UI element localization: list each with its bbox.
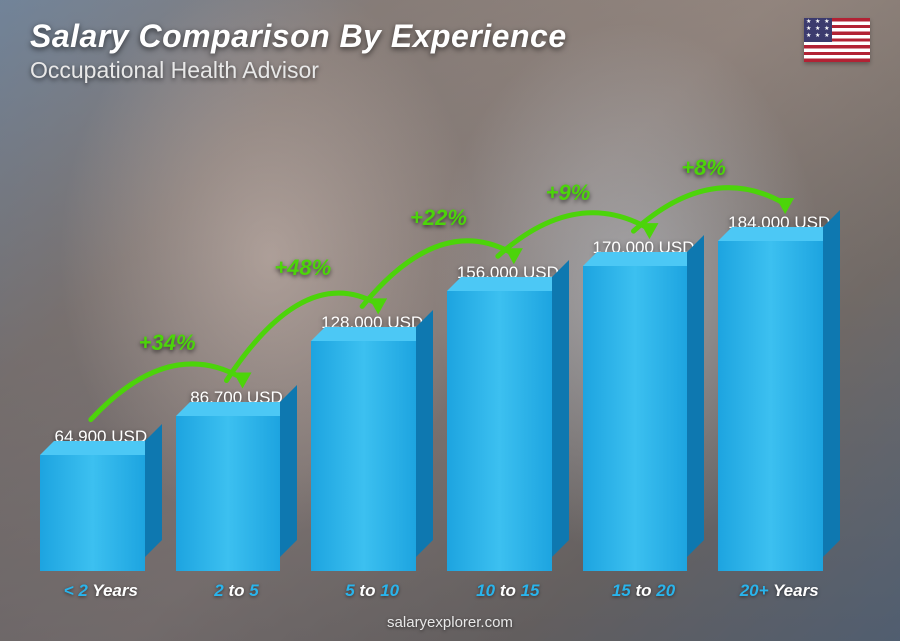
footer-text: salaryexplorer.com bbox=[0, 614, 900, 631]
page-subtitle: Occupational Health Advisor bbox=[30, 57, 870, 84]
category-label: 5 to 10 bbox=[345, 581, 399, 601]
bar-chart: 64,900 USD< 2 Years86,700 USD2 to 5128,0… bbox=[40, 115, 840, 571]
bar-group: 156,000 USD10 to 15 bbox=[447, 263, 569, 571]
country-flag-us bbox=[804, 18, 870, 62]
bar bbox=[176, 416, 298, 571]
bar-group: 170,000 USD15 to 20 bbox=[583, 238, 705, 571]
category-label: 10 to 15 bbox=[476, 581, 539, 601]
header: Salary Comparison By Experience Occupati… bbox=[30, 18, 870, 84]
bar bbox=[718, 241, 840, 571]
bar-group: 86,700 USD2 to 5 bbox=[176, 388, 298, 571]
category-label: 20+ Years bbox=[740, 581, 819, 601]
category-label: 15 to 20 bbox=[612, 581, 675, 601]
category-label: < 2 Years bbox=[64, 581, 138, 601]
bar bbox=[447, 291, 569, 571]
bar bbox=[583, 266, 705, 571]
bar-group: 128,000 USD5 to 10 bbox=[311, 313, 433, 571]
bar bbox=[311, 341, 433, 571]
bar-group: 64,900 USD< 2 Years bbox=[40, 427, 162, 571]
page-title: Salary Comparison By Experience bbox=[30, 18, 870, 55]
bar-group: 184,000 USD20+ Years bbox=[718, 213, 840, 571]
bar bbox=[40, 455, 162, 571]
category-label: 2 to 5 bbox=[214, 581, 258, 601]
